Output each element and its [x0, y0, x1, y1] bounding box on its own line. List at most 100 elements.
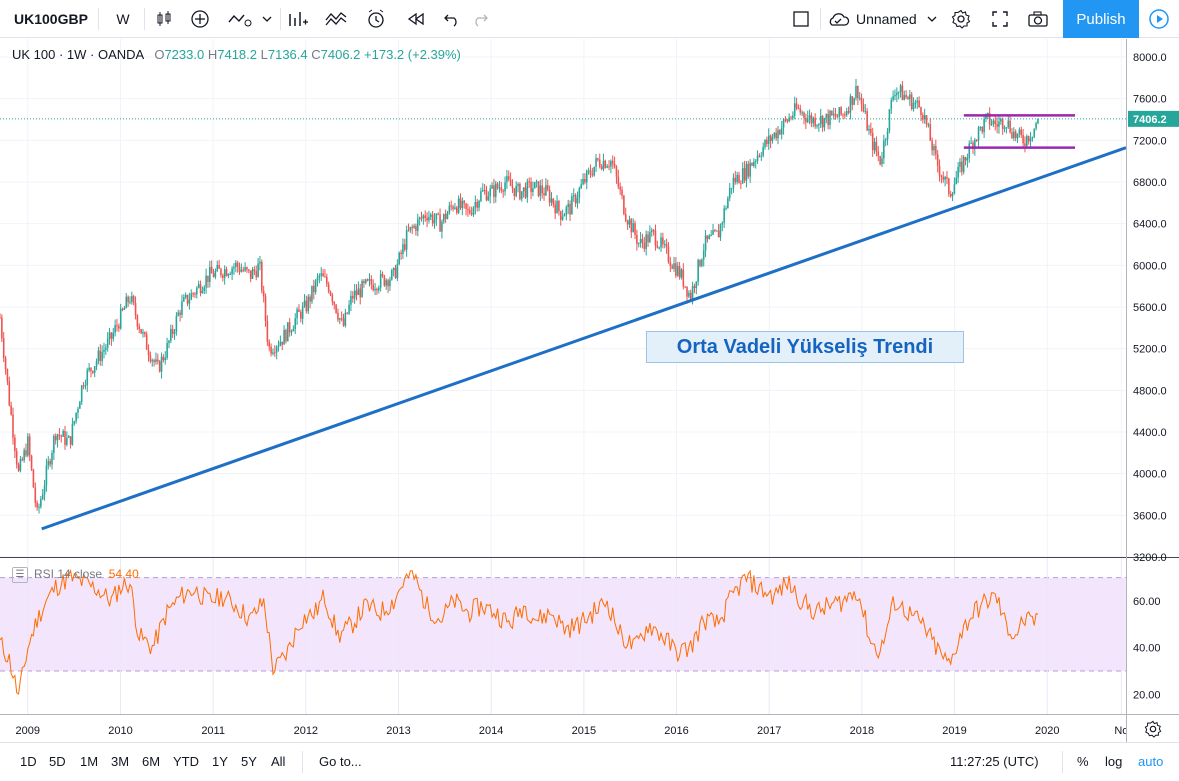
candle-body [961, 161, 963, 172]
candle-body [582, 178, 584, 185]
candle-body [296, 309, 298, 319]
candle-body [363, 281, 365, 283]
candle-body [892, 96, 894, 100]
fullscreen-icon[interactable] [986, 0, 1014, 38]
goto-button[interactable]: Go to... [319, 753, 362, 769]
publish-button[interactable]: Publish [1063, 0, 1139, 38]
candle-body [288, 322, 291, 333]
symbol-search-button[interactable]: UK100GBP [14, 11, 88, 27]
chart-settings-gear-icon[interactable] [1126, 715, 1179, 743]
collapse-icon[interactable]: ☰ [12, 567, 28, 583]
candle-body [539, 185, 542, 196]
range-5y[interactable]: 5Y [241, 753, 257, 769]
candle-body [535, 181, 538, 183]
candle-body [977, 127, 980, 141]
clock-time[interactable]: 11:27:25 (UTC) [950, 753, 1039, 769]
log-toggle[interactable]: log [1105, 753, 1123, 769]
candle-body [40, 499, 42, 507]
candle-body [238, 266, 241, 272]
range-all[interactable]: All [271, 753, 286, 769]
time-axis[interactable]: 2009 2010 2011 2012 2013 2014 2015 2016 2017 2018… [0, 714, 1179, 743]
candle-body [1001, 118, 1004, 129]
price-tick-label: 3600.0 [1133, 510, 1167, 522]
candle-body [704, 235, 707, 251]
candles-style-icon[interactable] [150, 0, 178, 38]
redo-icon[interactable] [468, 0, 492, 38]
candle-body [303, 300, 306, 307]
candle-body [569, 203, 571, 215]
fullscreen-rect-icon[interactable] [788, 0, 814, 38]
candle-body [450, 205, 453, 207]
candle-body [318, 275, 321, 278]
candle-body [498, 187, 501, 189]
play-icon[interactable] [1139, 0, 1179, 38]
alert-clock-icon[interactable] [362, 0, 390, 38]
candle-body [166, 342, 168, 358]
time-tick-label: 2015 [572, 725, 596, 737]
camera-icon[interactable] [1024, 0, 1052, 38]
legend-open: 7233.0 [164, 47, 205, 62]
interval-button[interactable]: W [116, 11, 130, 27]
candle-body [93, 366, 96, 373]
candle-body [992, 120, 995, 124]
candle-body [853, 98, 855, 105]
settings-gear-icon[interactable] [947, 0, 975, 38]
layout-save-button[interactable]: Unnamed [826, 0, 944, 38]
legend-high: 7418.2 [217, 47, 257, 62]
range-5d[interactable]: 5D [49, 753, 66, 769]
candle-body [773, 132, 776, 137]
candle-body [361, 281, 363, 298]
price-pane[interactable] [0, 39, 1126, 557]
financials-icon[interactable] [284, 0, 312, 38]
range-1y[interactable]: 1Y [212, 753, 228, 769]
compare-add-icon[interactable] [186, 0, 214, 38]
replay-icon[interactable] [402, 0, 430, 38]
bottom-divider [302, 751, 303, 773]
rsi-label: RSI 14 close [34, 567, 103, 582]
price-axis[interactable]: 8000.0 7600.0 7200.0 6800.0 6400.0 6000.0 5600… [1126, 39, 1179, 714]
auto-toggle[interactable]: auto [1138, 753, 1164, 769]
candle-body [338, 318, 341, 320]
range-1m[interactable]: 1M [80, 753, 99, 769]
candle-body [142, 332, 144, 334]
candle-body [747, 163, 750, 177]
range-3m[interactable]: 3M [111, 753, 130, 769]
time-tick-label: 2019 [942, 725, 966, 737]
trend-annotation[interactable]: Orta Vadeli Yükseliş Trendi [646, 331, 964, 363]
candle-body [480, 191, 482, 201]
candle-body [301, 306, 304, 319]
range-1d[interactable]: 1D [20, 753, 37, 769]
candle-body [348, 304, 350, 314]
candle-body [866, 111, 868, 131]
candle-body [725, 208, 727, 210]
candle-body [840, 107, 842, 115]
candle-body [493, 185, 495, 197]
candle-body [153, 360, 155, 362]
candle-body [86, 370, 89, 386]
indicators-icon[interactable] [226, 0, 254, 38]
candle-body [160, 356, 163, 372]
candle-body [426, 217, 428, 221]
undo-icon[interactable] [440, 0, 464, 38]
chevron-down-icon[interactable] [258, 0, 276, 38]
candle-body [19, 459, 22, 471]
candle-body [799, 108, 802, 113]
candle-body [179, 312, 181, 315]
pane-separator[interactable] [0, 557, 1179, 558]
time-tick-label: 2017 [757, 725, 781, 737]
candle-body [868, 128, 870, 131]
templates-icon[interactable] [322, 0, 350, 38]
candle-body [374, 288, 376, 291]
candle-body [1013, 131, 1015, 139]
percent-toggle[interactable]: % [1077, 753, 1089, 769]
candle-body [54, 435, 57, 441]
candle-body [897, 91, 900, 93]
candle-body [329, 291, 332, 296]
range-ytd[interactable]: YTD [173, 753, 199, 769]
rsi-pane[interactable] [0, 558, 1126, 714]
candle-body [632, 223, 634, 233]
candle-body [92, 370, 94, 373]
candle-body [1026, 136, 1028, 147]
range-6m[interactable]: 6M [142, 753, 161, 769]
candle-body [580, 184, 582, 189]
